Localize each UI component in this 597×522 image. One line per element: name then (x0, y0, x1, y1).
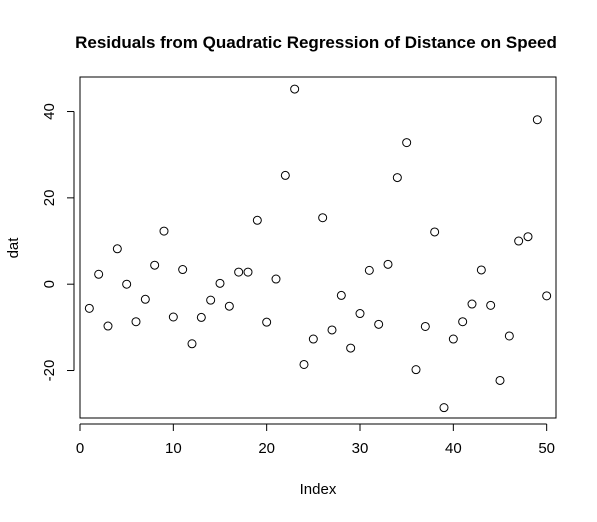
data-point (299, 359, 309, 369)
data-point (430, 227, 440, 237)
data-point (504, 331, 514, 341)
data-point (532, 115, 542, 125)
data-point (224, 301, 234, 311)
data-point (168, 312, 178, 322)
data-point (448, 334, 458, 344)
data-point (439, 403, 449, 413)
x-tick-label: 50 (538, 440, 555, 457)
data-points (84, 84, 552, 413)
y-tick-label: 0 (41, 280, 58, 288)
x-tick-label: 20 (258, 440, 275, 457)
data-point (234, 267, 244, 277)
data-point (280, 170, 290, 180)
data-point (495, 375, 505, 385)
data-point (308, 334, 318, 344)
data-point (383, 259, 393, 269)
data-point (486, 300, 496, 310)
x-axis-label: Index (300, 481, 337, 498)
data-point (290, 84, 300, 94)
data-point (318, 213, 328, 223)
y-tick-label: -20 (41, 360, 58, 382)
x-tick-label: 40 (445, 440, 462, 457)
data-point (374, 319, 384, 329)
data-point (327, 325, 337, 335)
data-point (252, 215, 262, 225)
data-point (112, 244, 122, 254)
data-point (402, 138, 412, 148)
data-point (243, 267, 253, 277)
data-point (392, 173, 402, 183)
data-point (84, 303, 94, 313)
data-point (355, 309, 365, 319)
data-point (542, 291, 552, 301)
data-point (103, 321, 113, 331)
data-point (458, 317, 468, 327)
data-point (346, 343, 356, 353)
data-point (215, 278, 225, 288)
data-point (140, 294, 150, 304)
axes: 0 10 20 30 40 50 -20 0 20 40 (41, 103, 555, 457)
data-point (131, 317, 141, 327)
chart-title: Residuals from Quadratic Regression of D… (75, 33, 557, 52)
data-point (262, 317, 272, 327)
data-point (206, 295, 216, 305)
data-point (476, 265, 486, 275)
x-tick-label: 0 (76, 440, 84, 457)
data-point (122, 279, 132, 289)
data-point (187, 339, 197, 349)
data-point (364, 265, 374, 275)
data-point (94, 269, 104, 279)
x-tick-label: 30 (352, 440, 369, 457)
data-point (150, 260, 160, 270)
data-point (523, 232, 533, 242)
y-tick-label: 20 (41, 190, 58, 207)
x-tick-label: 10 (165, 440, 182, 457)
data-point (411, 365, 421, 375)
data-point (420, 321, 430, 331)
y-axis-label: dat (5, 237, 22, 259)
y-tick-label: 40 (41, 103, 58, 120)
data-point (467, 299, 477, 309)
data-point (196, 312, 206, 322)
data-point (178, 265, 188, 275)
data-point (159, 226, 169, 236)
data-point (271, 274, 281, 284)
plot-frame (79, 76, 557, 419)
data-point (514, 236, 524, 246)
data-point (336, 290, 346, 300)
